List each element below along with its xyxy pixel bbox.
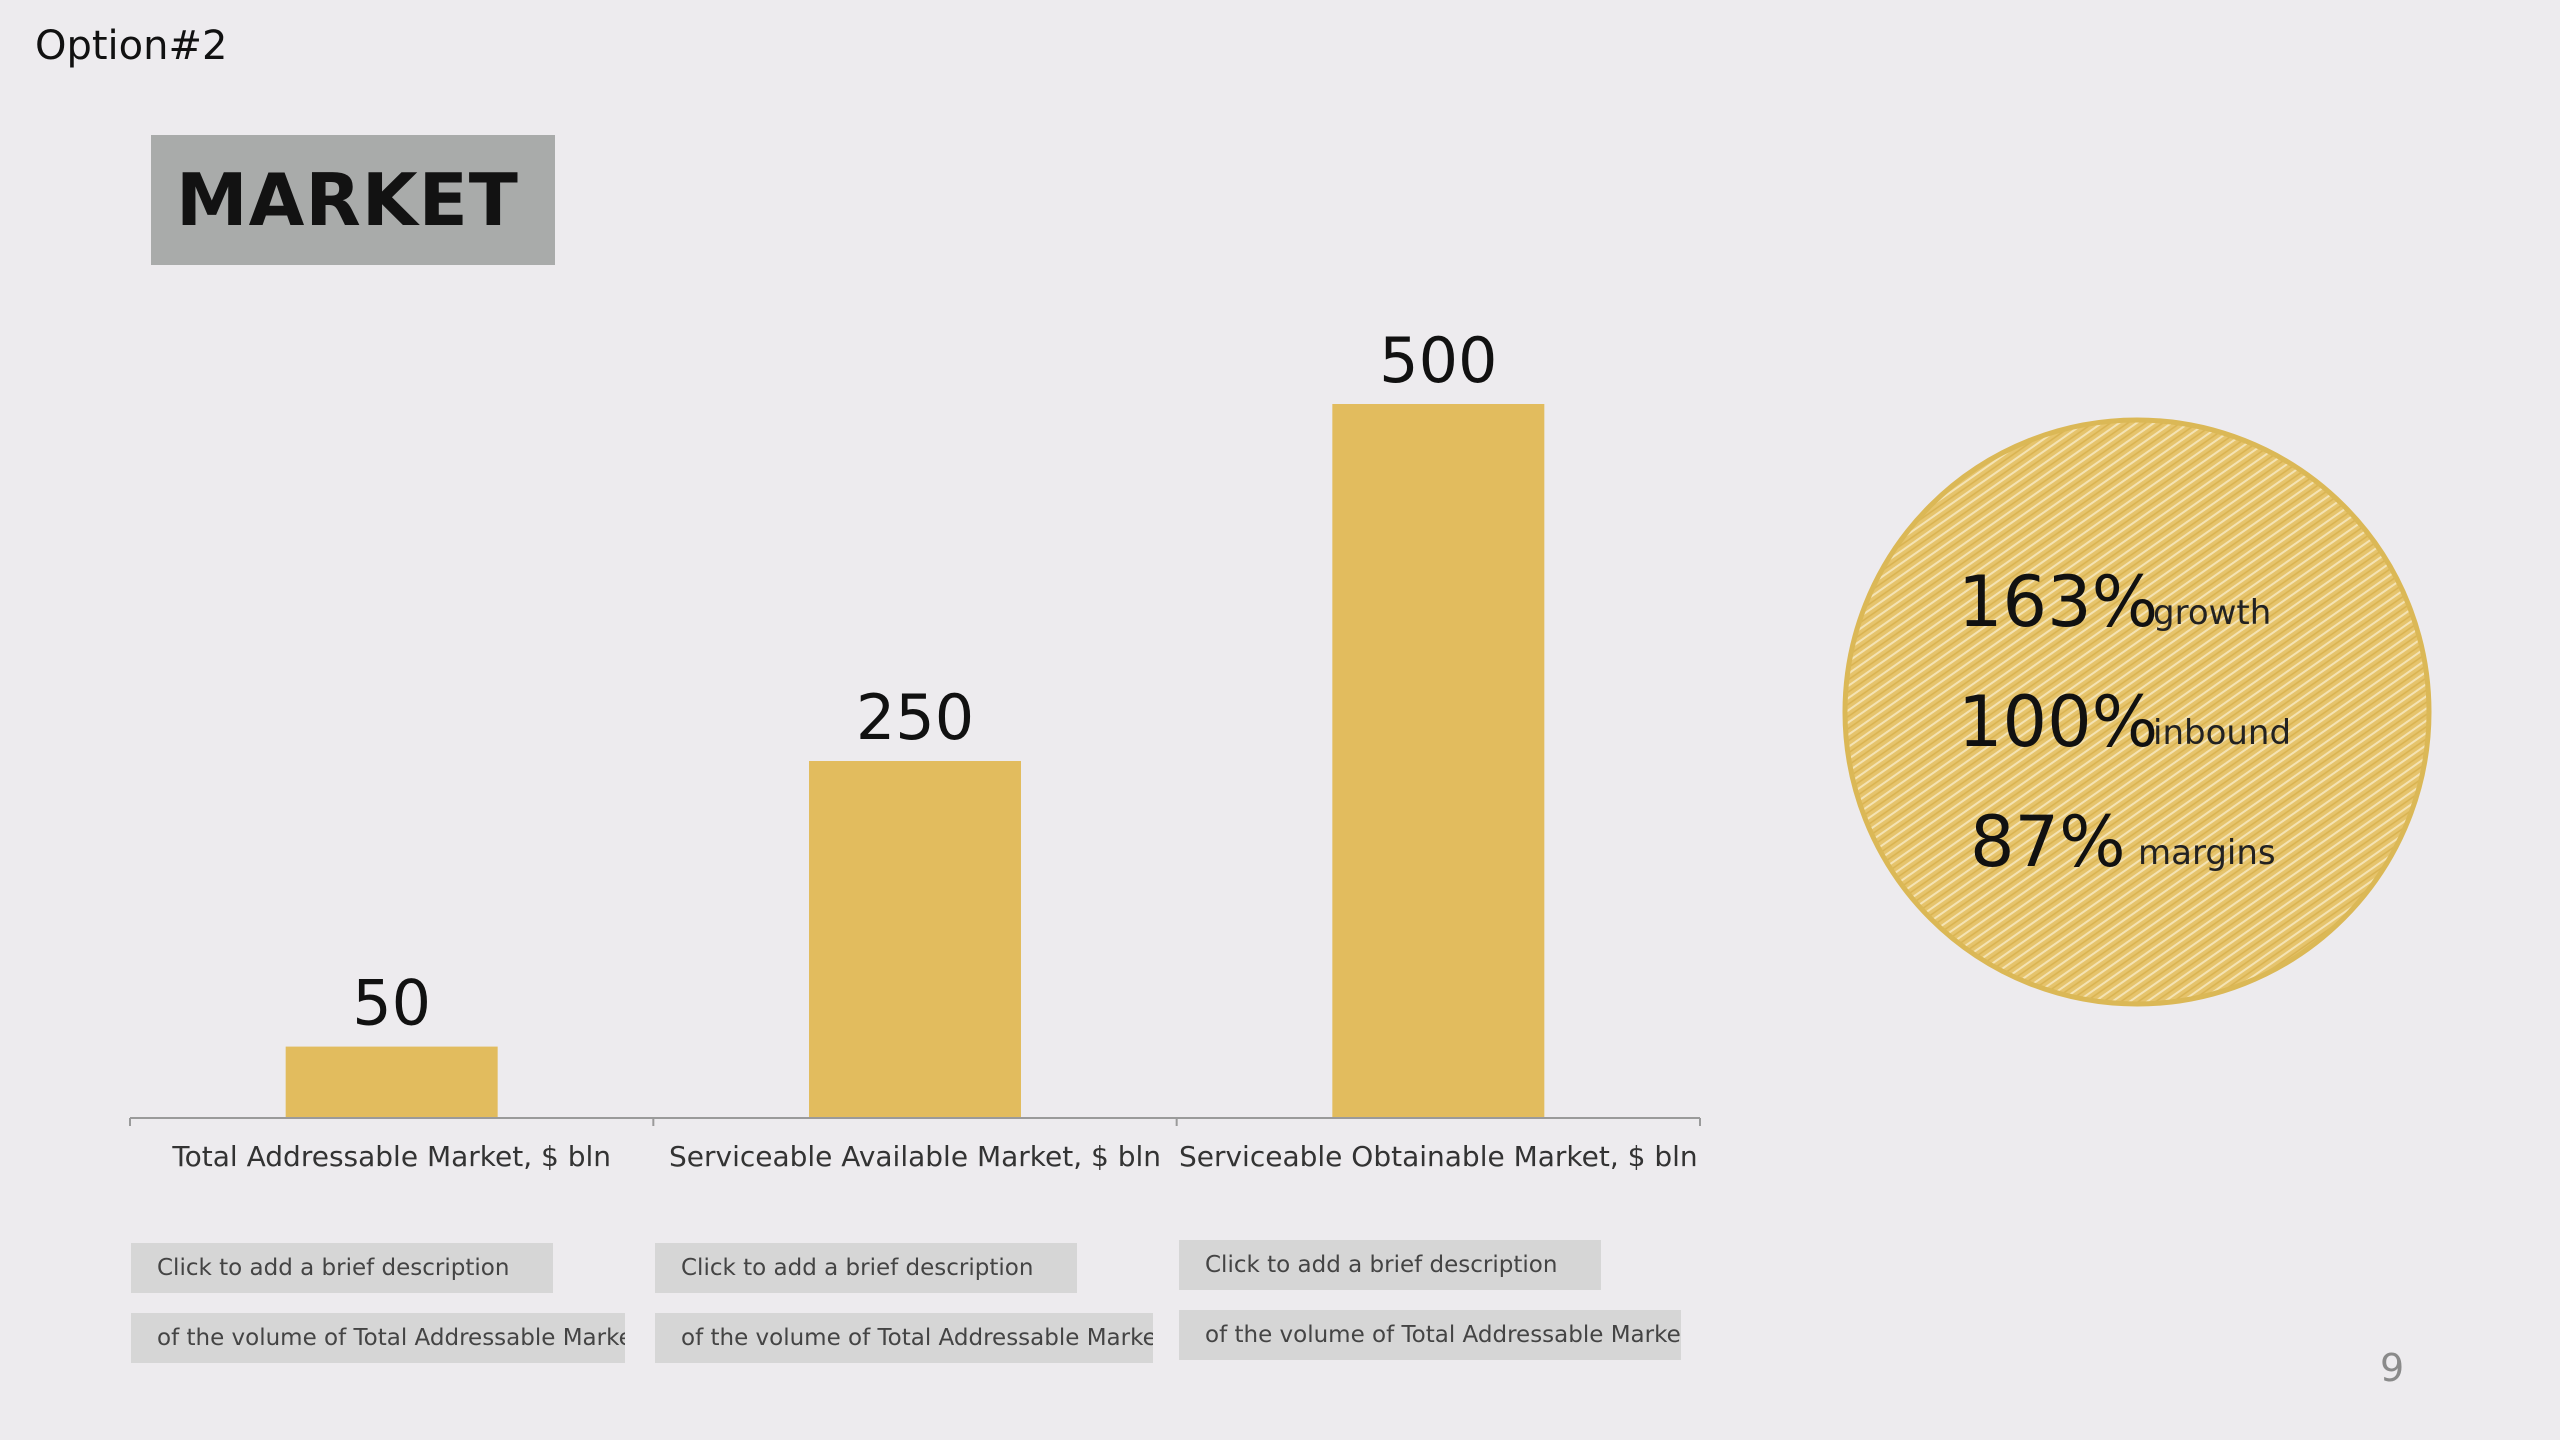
page-title: MARKET (176, 158, 519, 242)
category-label-2: Serviceable Obtainable Market, $ bln (1179, 1140, 1698, 1173)
description-box-som-line2[interactable]: of the volume of Total Addressable Marke… (1179, 1310, 1681, 1360)
bar-1[interactable] (809, 761, 1021, 1118)
description-box-tam-line2[interactable]: of the volume of Total Addressable Marke… (131, 1313, 625, 1363)
option-label: Option#2 (35, 23, 228, 69)
stat-value-margins: 87% (1970, 801, 2126, 883)
title-box[interactable]: MARKET (151, 135, 555, 265)
stats-circle-shape (1842, 417, 2432, 1007)
bar-0[interactable] (285, 1046, 498, 1118)
description-box-sam-line2[interactable]: of the volume of Total Addressable Marke… (655, 1313, 1153, 1363)
description-box-som-line1[interactable]: Click to add a brief description (1179, 1240, 1601, 1290)
category-label-0: Total Addressable Market, $ bln (171, 1140, 611, 1173)
description-box-tam-line1[interactable]: Click to add a brief description (131, 1243, 553, 1293)
category-label-1: Serviceable Available Market, $ bln (669, 1140, 1161, 1173)
stats-circle: 163% growth 100% inbound 87% margins (1842, 417, 2432, 1007)
bar-value-label-2: 500 (1379, 324, 1497, 397)
stat-value-growth: 163% (1958, 561, 2158, 643)
stat-label-inbound: inbound (2153, 713, 2291, 753)
x-axis: Total Addressable Market, $ bln Serviceab… (129, 1117, 1701, 1173)
stat-label-growth: growth (2153, 593, 2271, 633)
stat-value-inbound: 100% (1958, 681, 2158, 763)
description-box-sam-line1[interactable]: Click to add a brief description (655, 1243, 1077, 1293)
bar-value-label-1: 250 (856, 681, 974, 754)
bar-value-label-0: 50 (352, 967, 431, 1040)
stat-label-margins: margins (2138, 833, 2276, 873)
page-number: 9 (2380, 1346, 2405, 1390)
bars-layer: 50 250 500 (285, 324, 1545, 1118)
bar-2[interactable] (1332, 404, 1545, 1118)
